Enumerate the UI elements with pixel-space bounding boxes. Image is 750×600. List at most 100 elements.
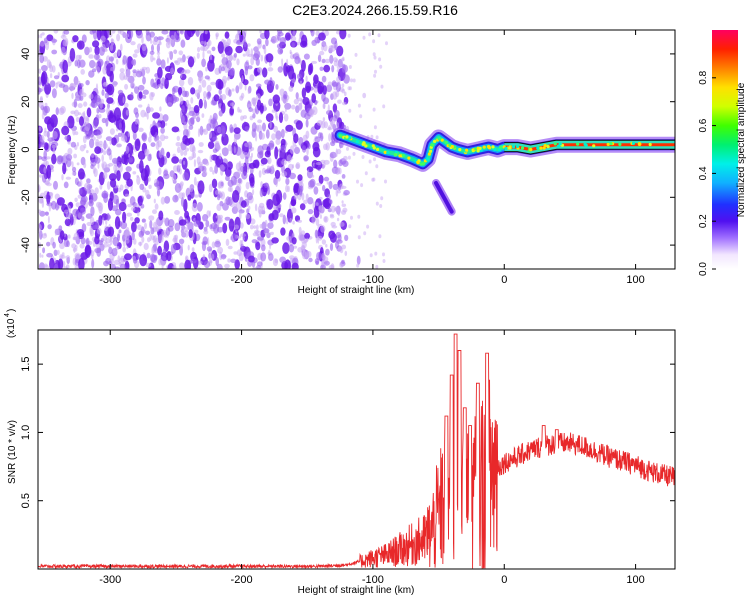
noise-blob: [42, 56, 48, 62]
noise-blob: [193, 176, 197, 186]
noise-blob: [102, 171, 108, 180]
noise-blob: [136, 176, 141, 185]
noise-blob: [190, 258, 197, 264]
noise-blob: [277, 66, 283, 73]
noise-blob: [217, 41, 224, 54]
noise-blob: [75, 116, 80, 123]
noise-blob: [188, 156, 194, 161]
noise-blob: [375, 135, 379, 140]
noise-blob: [306, 251, 312, 258]
noise-blob: [264, 169, 271, 174]
noise-blob: [261, 167, 267, 175]
noise-blob: [247, 141, 253, 150]
noise-blob: [300, 245, 306, 252]
noise-blob: [323, 176, 330, 182]
noise-blob: [172, 194, 179, 203]
noise-blob: [248, 205, 251, 211]
noise-blob: [203, 229, 209, 235]
noise-blob: [51, 38, 58, 43]
noise-blob: [256, 236, 264, 241]
noise-blob: [39, 54, 45, 64]
noise-blob: [81, 216, 85, 222]
noise-blob: [297, 174, 303, 182]
noise-blob: [261, 244, 266, 252]
noise-blob: [241, 75, 244, 83]
noise-blob: [350, 215, 353, 220]
noise-blob: [38, 100, 44, 109]
noise-blob: [208, 131, 213, 139]
noise-blob: [106, 83, 115, 96]
noise-blob: [94, 187, 99, 195]
noise-blob: [341, 101, 347, 106]
trace-speckle: [383, 150, 387, 154]
noise-blob: [201, 240, 208, 246]
noise-blob: [180, 71, 183, 79]
noise-blob: [279, 37, 286, 46]
noise-blob: [167, 96, 172, 103]
noise-blob: [136, 30, 143, 39]
noise-blob: [109, 70, 114, 83]
noise-blob: [59, 242, 65, 250]
trace-speckle: [546, 145, 550, 149]
noise-blob: [201, 113, 205, 118]
noise-blob: [385, 41, 388, 46]
noise-blob: [72, 208, 80, 216]
trace-speckle: [416, 161, 420, 165]
noise-blob: [39, 40, 45, 47]
noise-blob: [148, 184, 152, 189]
noise-blob: [298, 37, 301, 44]
noise-blob: [119, 68, 125, 73]
noise-blob: [194, 229, 199, 234]
noise-blob: [248, 255, 255, 263]
noise-blob: [238, 211, 242, 220]
noise-blob: [79, 89, 84, 96]
noise-blob: [132, 59, 137, 66]
noise-blob: [56, 249, 60, 255]
noise-blob: [65, 255, 71, 261]
noise-blob: [380, 84, 384, 89]
noise-blob: [302, 97, 310, 106]
noise-blob: [107, 226, 115, 237]
noise-blob: [232, 190, 240, 203]
noise-blob: [295, 163, 300, 169]
noise-blob: [39, 192, 46, 200]
noise-blob: [307, 209, 314, 215]
noise-blob: [53, 249, 58, 256]
noise-blob: [259, 188, 264, 198]
noise-blob: [264, 79, 271, 85]
noise-blob: [302, 134, 308, 142]
colorbar-ticks: 0.0 0.2 0.4 0.6 0.8: [698, 70, 716, 276]
noise-blob: [241, 240, 244, 245]
noise-blob: [110, 66, 115, 73]
noise-blob: [176, 187, 182, 192]
noise-blob: [46, 182, 52, 187]
noise-blob: [199, 163, 203, 173]
noise-blob: [329, 199, 333, 205]
noise-blob: [184, 69, 191, 74]
noise-blob: [219, 164, 225, 172]
noise-blob: [150, 227, 155, 235]
noise-blob: [124, 232, 130, 241]
noise-blob: [155, 226, 162, 230]
noise-blob: [230, 102, 234, 107]
noise-blob: [130, 81, 135, 87]
noise-blob: [179, 78, 185, 87]
noise-blob: [308, 257, 313, 263]
snr-y-tick-label: 1.5: [20, 356, 32, 371]
noise-blob: [170, 67, 174, 75]
noise-blob: [258, 170, 262, 178]
snr-scale-text: (x10: [6, 318, 17, 338]
noise-blob: [225, 175, 230, 182]
snr-x-label: Height of straight line (km): [298, 585, 415, 596]
noise-blob: [195, 30, 200, 38]
noise-blob: [116, 128, 119, 132]
noise-blob: [152, 39, 158, 46]
noise-blob: [374, 251, 378, 256]
noise-blob: [218, 145, 221, 150]
noise-blob: [127, 157, 134, 163]
noise-blob: [217, 217, 223, 224]
noise-blob: [100, 247, 104, 252]
noise-blob: [176, 164, 181, 169]
colorbar-tick-label: 0.2: [698, 214, 709, 228]
